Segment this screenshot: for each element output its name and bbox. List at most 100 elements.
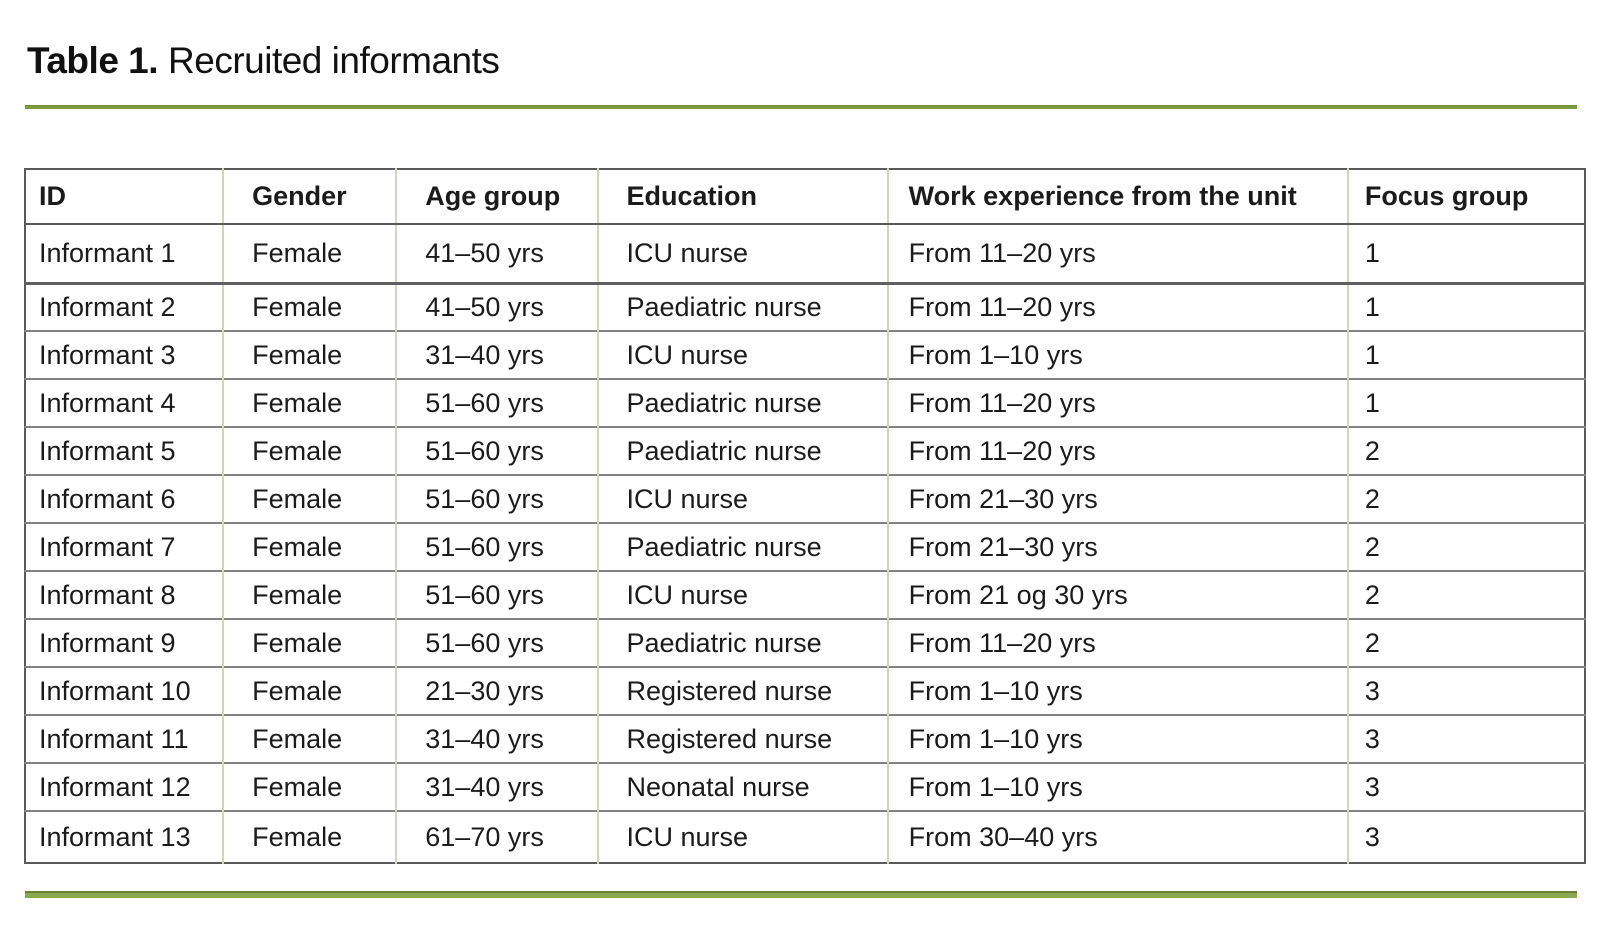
column-header: Focus group bbox=[1346, 169, 1585, 225]
table-cell: From 1–10 yrs bbox=[886, 714, 1348, 763]
table-cell: From 11–20 yrs bbox=[886, 281, 1348, 331]
table-cell: ICU nurse bbox=[596, 810, 888, 863]
column-header: Work experience from the unit bbox=[886, 169, 1348, 225]
table-row: Informant 9 Female 51–60 yrs Paediatric nur… bbox=[25, 618, 1585, 667]
table-cell: 3 bbox=[1346, 666, 1585, 715]
table-row: Informant 5 Female 51–60 yrs Paediatric nur… bbox=[25, 426, 1585, 475]
table-cell: ICU nurse bbox=[596, 474, 888, 523]
table-cell: Female bbox=[222, 570, 397, 619]
table-cell: Female bbox=[222, 378, 397, 427]
table-cell: From 11–20 yrs bbox=[886, 378, 1348, 427]
table-cell: Informant 13 bbox=[25, 810, 224, 863]
table-cell: From 1–10 yrs bbox=[886, 762, 1348, 811]
table-cell: Informant 2 bbox=[25, 281, 224, 331]
table-cell: 1 bbox=[1346, 281, 1585, 331]
table-cell: 51–60 yrs bbox=[395, 378, 598, 427]
table-body: Informant 1 Female 41–50 yrs ICU nurse From … bbox=[25, 224, 1585, 863]
table-cell: 31–40 yrs bbox=[395, 714, 598, 763]
table-cell: 41–50 yrs bbox=[395, 224, 598, 283]
table-cell: 3 bbox=[1346, 714, 1585, 763]
table-cell: From 21 og 30 yrs bbox=[886, 570, 1348, 619]
table-cell: 1 bbox=[1346, 224, 1585, 283]
table-cell: Female bbox=[222, 224, 397, 283]
table-cell: 2 bbox=[1346, 570, 1585, 619]
table-row: Informant 13 Female 61–70 yrs ICU nurse From… bbox=[25, 810, 1585, 863]
table-cell: Female bbox=[222, 426, 397, 475]
table-cell: 2 bbox=[1346, 426, 1585, 475]
table-cell: 2 bbox=[1346, 522, 1585, 571]
column-header: Gender bbox=[222, 169, 397, 225]
table-cell: From 30–40 yrs bbox=[886, 810, 1348, 863]
table-row: Informant 7 Female 51–60 yrs Paediatric nur… bbox=[25, 522, 1585, 571]
table-cell: Registered nurse bbox=[596, 714, 888, 763]
column-header: Education bbox=[596, 169, 888, 225]
table-header: ID Gender Age group Education Work experienc… bbox=[25, 169, 1585, 225]
table-cell: Female bbox=[222, 810, 397, 863]
informants-table: ID Gender Age group Education Work experienc… bbox=[24, 168, 1586, 864]
table-cell: From 21–30 yrs bbox=[886, 474, 1348, 523]
table-cell: Female bbox=[222, 762, 397, 811]
table-cell: Female bbox=[222, 474, 397, 523]
table-cell: 2 bbox=[1346, 474, 1585, 523]
table-cell: Informant 4 bbox=[25, 378, 224, 427]
table-cell: Paediatric nurse bbox=[596, 378, 888, 427]
table-row: Informant 11 Female 31–40 yrs Registered nu… bbox=[25, 714, 1585, 763]
table-cell: ICU nurse bbox=[596, 330, 888, 379]
table-cell: ICU nurse bbox=[596, 570, 888, 619]
table-cell: 51–60 yrs bbox=[395, 618, 598, 667]
table-cell: From 11–20 yrs bbox=[886, 618, 1348, 667]
table-cell: 3 bbox=[1346, 762, 1585, 811]
table-cell: 1 bbox=[1346, 330, 1585, 379]
table-cell: From 11–20 yrs bbox=[886, 224, 1348, 283]
table-row: Informant 12 Female 31–40 yrs Neonatal nurs… bbox=[25, 762, 1585, 811]
table-cell: 51–60 yrs bbox=[395, 474, 598, 523]
table-cell: Female bbox=[222, 666, 397, 715]
table-cell: Informant 7 bbox=[25, 522, 224, 571]
table-cell: Informant 12 bbox=[25, 762, 224, 811]
table-caption-text: Recruited informants bbox=[168, 40, 500, 81]
table-cell: From 21–30 yrs bbox=[886, 522, 1348, 571]
table-caption: Table 1. Recruited informants bbox=[27, 40, 500, 82]
table-cell: Informant 3 bbox=[25, 330, 224, 379]
table-cell: Female bbox=[222, 330, 397, 379]
bottom-green-rule bbox=[25, 891, 1577, 898]
table-cell: Female bbox=[222, 522, 397, 571]
table-cell: 3 bbox=[1346, 810, 1585, 863]
table-row: Informant 10 Female 21–30 yrs Registered nu… bbox=[25, 666, 1585, 715]
table-cell: 21–30 yrs bbox=[395, 666, 598, 715]
table-cell: Registered nurse bbox=[596, 666, 888, 715]
table-cell: Informant 1 bbox=[39, 237, 176, 268]
table-cell: 61–70 yrs bbox=[395, 810, 598, 863]
column-header: Age group bbox=[395, 169, 598, 225]
table-row: Informant 4 Female 51–60 yrs Paediatric nur… bbox=[25, 378, 1585, 427]
table-cell: ICU nurse bbox=[596, 224, 888, 283]
table-caption-number: Table 1. bbox=[27, 40, 159, 81]
table-header-row: ID Gender Age group Education Work experienc… bbox=[25, 169, 1585, 225]
table-cell: Informant 8 bbox=[25, 570, 224, 619]
table-cell: Informant 10 bbox=[25, 666, 224, 715]
table-cell: Female bbox=[222, 714, 397, 763]
table-cell: Informant 11 bbox=[25, 714, 224, 763]
table-cell: 2 bbox=[1346, 618, 1585, 667]
table-cell: Paediatric nurse bbox=[596, 522, 888, 571]
table-row: Informant 3 Female 31–40 yrs ICU nurse From … bbox=[25, 330, 1585, 379]
table-cell: Neonatal nurse bbox=[596, 762, 888, 811]
table-cell: Informant 5 bbox=[25, 426, 224, 475]
table-cell: From 1–10 yrs bbox=[886, 666, 1348, 715]
table-cell: Paediatric nurse bbox=[596, 426, 888, 475]
table-cell: 31–40 yrs bbox=[395, 330, 598, 379]
informants-table-container: ID Gender Age group Education Work experienc… bbox=[24, 168, 1586, 864]
table-cell: 51–60 yrs bbox=[395, 426, 598, 475]
table-row: Informant 6 Female 51–60 yrs ICU nurse From … bbox=[25, 474, 1585, 523]
table-cell: 31–40 yrs bbox=[395, 762, 598, 811]
table-row: Informant 1 Female 41–50 yrs ICU nurse From … bbox=[25, 224, 1585, 283]
table-cell: 1 bbox=[1346, 378, 1585, 427]
table-cell: 41–50 yrs bbox=[395, 281, 598, 331]
top-green-rule bbox=[25, 105, 1577, 109]
table-cell: 51–60 yrs bbox=[395, 522, 598, 571]
column-header: ID bbox=[25, 169, 224, 225]
table-row: Informant 2 Female 41–50 yrs Paediatric nur… bbox=[25, 281, 1585, 331]
table-cell: From 1–10 yrs bbox=[886, 330, 1348, 379]
table-cell: Informant 9 bbox=[25, 618, 224, 667]
